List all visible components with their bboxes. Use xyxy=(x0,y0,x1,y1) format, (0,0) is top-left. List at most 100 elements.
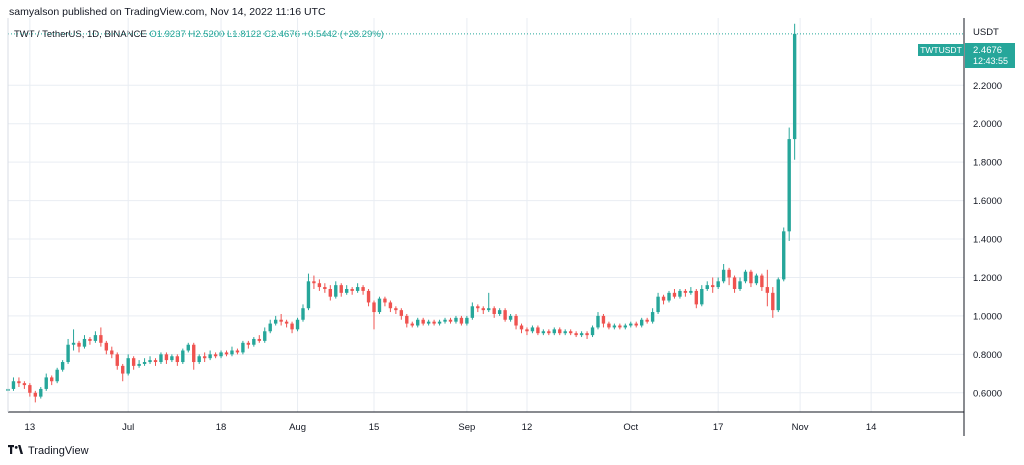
candle xyxy=(323,283,327,293)
candle xyxy=(547,329,551,336)
candle-body xyxy=(372,302,376,313)
candle xyxy=(760,273,764,291)
candle xyxy=(148,356,152,364)
candle xyxy=(448,317,453,324)
footer-brand: TradingView xyxy=(28,445,89,457)
candle xyxy=(650,308,655,324)
candle xyxy=(170,354,174,363)
x-tick-label: 18 xyxy=(216,422,227,433)
candle-body xyxy=(623,325,627,328)
candle xyxy=(312,275,316,289)
candle xyxy=(749,269,753,288)
candle xyxy=(776,277,780,313)
candle-body xyxy=(383,298,387,303)
candle xyxy=(317,279,322,291)
candle xyxy=(579,331,584,338)
candle-body xyxy=(716,281,720,288)
candle-body xyxy=(93,335,98,341)
candle-body xyxy=(317,283,322,288)
candle xyxy=(39,387,43,399)
candle xyxy=(765,269,770,307)
candle xyxy=(596,312,600,330)
candle xyxy=(454,315,458,324)
candle xyxy=(257,335,261,343)
candle xyxy=(279,313,283,326)
candle-body xyxy=(312,281,316,284)
candle xyxy=(66,338,70,364)
candle xyxy=(268,319,272,334)
candle xyxy=(334,281,338,299)
candle-body xyxy=(650,312,655,322)
candle xyxy=(372,300,376,330)
candle xyxy=(28,383,32,397)
candle-body xyxy=(536,327,540,334)
candle-body xyxy=(787,139,791,232)
candle xyxy=(192,342,196,370)
candle-body xyxy=(345,288,349,293)
y-axis-unit: USDT xyxy=(973,27,999,38)
candle-body xyxy=(159,354,163,363)
candle xyxy=(782,227,786,282)
candle xyxy=(394,306,398,314)
candle-body xyxy=(164,354,169,361)
candle-body xyxy=(410,323,414,326)
candle-body xyxy=(792,33,797,140)
candle-body xyxy=(121,365,125,374)
candle-body xyxy=(328,288,333,297)
candle xyxy=(131,356,136,370)
x-tick-label: Oct xyxy=(623,422,638,433)
candle-body xyxy=(115,354,119,366)
candle xyxy=(137,360,141,368)
candle-body xyxy=(514,315,518,326)
candle xyxy=(339,283,343,297)
candle xyxy=(388,300,393,313)
candle xyxy=(607,321,611,330)
candle-body xyxy=(405,315,409,324)
candle xyxy=(530,325,535,334)
candle-body xyxy=(612,325,617,328)
candle xyxy=(727,267,731,286)
candle-body xyxy=(279,319,283,322)
candle-body xyxy=(421,319,425,324)
candle-body xyxy=(765,287,770,293)
candle xyxy=(787,127,791,241)
candle-body xyxy=(568,331,573,334)
x-axis: 13 Jul 18 Aug 15 Sep 12 Oct 17 Nov 14 xyxy=(25,422,877,433)
candle-body xyxy=(705,285,709,289)
candle xyxy=(410,321,414,328)
x-tick-label: Nov xyxy=(792,422,809,433)
candle-body xyxy=(224,352,229,355)
candle-body xyxy=(601,315,606,324)
x-tick-label: Jul xyxy=(122,422,134,433)
candle xyxy=(290,321,294,334)
candle xyxy=(590,325,595,338)
candle xyxy=(99,327,103,347)
candle-body xyxy=(175,356,180,363)
candle xyxy=(263,327,267,343)
candle-body xyxy=(306,281,311,309)
candle xyxy=(672,288,677,299)
x-tick-label: 17 xyxy=(713,422,724,433)
candle-body xyxy=(399,310,404,316)
ohlc-open: O1.9237 xyxy=(149,29,186,40)
candle xyxy=(426,319,431,326)
candle-body xyxy=(749,271,753,284)
candle xyxy=(284,319,289,328)
candle-body xyxy=(689,290,693,293)
candle-body xyxy=(50,377,54,382)
candle xyxy=(77,340,81,353)
candle-body xyxy=(432,321,436,324)
candle-body xyxy=(334,285,338,297)
candle xyxy=(508,313,513,322)
candle-body xyxy=(558,329,562,334)
candle-body xyxy=(656,296,660,313)
candle-body xyxy=(170,356,174,361)
candle xyxy=(50,375,54,386)
candle xyxy=(519,323,524,334)
candle-body xyxy=(192,344,196,363)
candle-body xyxy=(661,296,666,301)
candle-body xyxy=(470,306,475,318)
candle xyxy=(683,288,688,297)
candle-body xyxy=(295,319,300,330)
